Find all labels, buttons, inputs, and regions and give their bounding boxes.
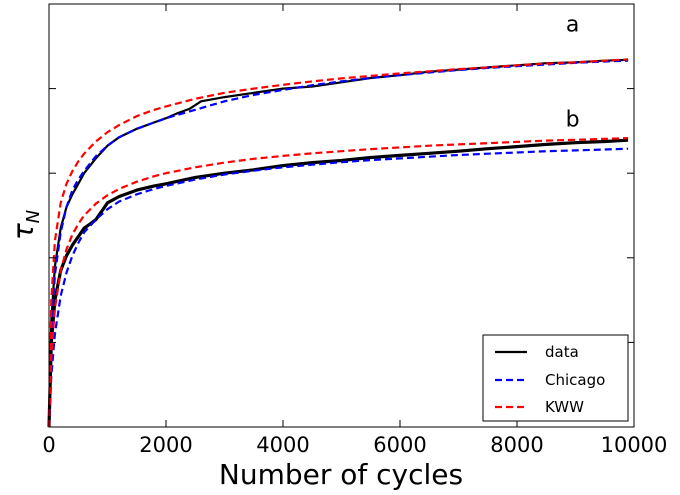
axis-ticks: 0 2000 4000 6000 8000 10000 <box>42 3 668 457</box>
series-b-kww <box>47 137 629 428</box>
x-axis-title: Number of cycles <box>219 458 463 491</box>
x-tick-label: 0 <box>42 433 55 457</box>
x-tick-label: 10000 <box>601 433 668 457</box>
legend-label-data: data <box>545 343 579 361</box>
x-tick-label: 2000 <box>139 433 192 457</box>
annotation-b: b <box>566 108 580 133</box>
y-axis-title: τN <box>7 210 44 240</box>
x-tick-label: 4000 <box>256 433 309 457</box>
y-axis-title-base: τ <box>7 223 40 240</box>
annotation-a: a <box>566 12 579 37</box>
legend: data Chicago KWW <box>482 334 629 422</box>
series-b-data <box>47 138 629 428</box>
y-axis-title-subscript: N <box>23 210 44 223</box>
series-a-kww <box>47 58 629 428</box>
legend-label-kww: KWW <box>545 398 584 416</box>
plot-curves <box>47 58 629 428</box>
series-b-chicago <box>47 147 629 428</box>
series-a-chicago <box>47 59 629 428</box>
x-tick-label: 6000 <box>373 433 426 457</box>
legend-label-chicago: Chicago <box>545 371 605 389</box>
x-tick-label: 8000 <box>490 433 543 457</box>
plot-frame <box>48 3 635 428</box>
